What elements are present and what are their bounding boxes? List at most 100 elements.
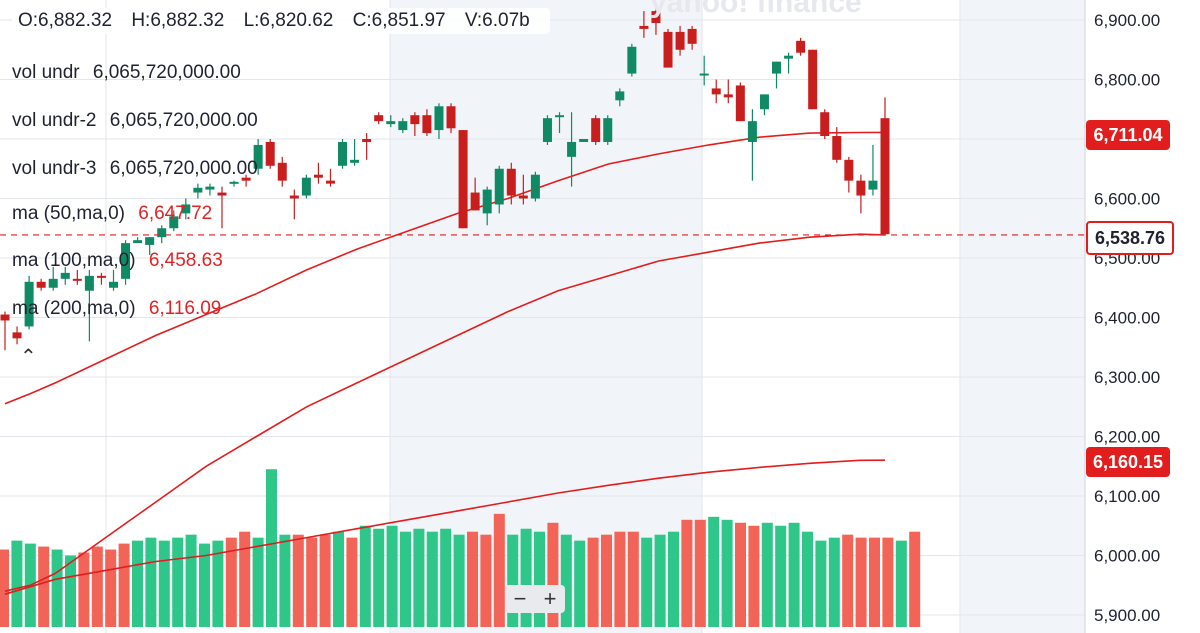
yahoo-finance-watermark: yahoo! finance (650, 0, 862, 19)
candle-body (277, 162, 287, 181)
indicator-label: vol undr (12, 62, 80, 83)
candle-body (265, 141, 275, 166)
volume-bar (65, 555, 76, 627)
low-value: L:6,820.62 (243, 10, 334, 31)
candle-body (362, 139, 372, 142)
candle-body (217, 192, 227, 196)
candle-body (458, 130, 468, 229)
indicator-value: 6,647.72 (138, 203, 213, 224)
indicator-vol-undr-2[interactable]: vol undr-2 6,065,720,000.00 (12, 110, 258, 132)
indicator-ma100[interactable]: ma (100,ma,0) 6,458.63 (12, 250, 223, 272)
volume-bar (239, 531, 251, 627)
high-value: H:6,882.32 (131, 10, 225, 31)
price-axis-background (1085, 0, 1200, 633)
candle-body (699, 73, 709, 76)
volume-bar (547, 522, 559, 627)
price-tick-label: 6,200.00 (1094, 428, 1160, 447)
candle-body (398, 121, 408, 131)
indicator-ma200[interactable]: ma (200,ma,0) 6,116.09 (12, 298, 221, 320)
volume-bar (319, 534, 331, 627)
chevron-up-icon[interactable]: ⌃ (20, 346, 37, 368)
candle-body (844, 159, 854, 181)
candle-body (663, 31, 673, 68)
volume-bar (681, 519, 693, 627)
ma-line (4, 233, 886, 592)
candle-body (759, 94, 769, 110)
candle-body (0, 314, 10, 321)
volume-bar (185, 534, 197, 627)
candle-body (639, 25, 649, 29)
volume-bar (815, 540, 827, 627)
volume-bar (426, 531, 438, 627)
volume-bar (38, 546, 50, 627)
candle-body (60, 272, 70, 279)
candles (0, 8, 890, 351)
volume-bar (587, 537, 599, 627)
candle-body (542, 118, 552, 142)
indicator-vol-undr[interactable]: vol undr 6,065,720,000.00 (12, 62, 241, 84)
candle-body (434, 106, 444, 131)
indicator-value: 6,065,720,000.00 (92, 62, 241, 83)
volume-bar (359, 525, 371, 627)
volume-bar (105, 549, 117, 627)
price-tick-label: 6,100.00 (1094, 487, 1160, 506)
volume-bar (895, 540, 907, 627)
candle-body (470, 192, 480, 211)
volume-bar (118, 543, 130, 627)
price-tick-label: 6,800.00 (1094, 71, 1160, 90)
candle-body (567, 141, 577, 157)
open-value: O:6,882.32 (18, 10, 113, 31)
candle-body (72, 278, 82, 281)
indicator-value: 6,065,720,000.00 (109, 110, 258, 131)
zoom-out-button[interactable]: − (513, 586, 527, 611)
candle-body (193, 187, 203, 193)
indicator-ma50[interactable]: ma (50,ma,0) 6,647.72 (12, 203, 212, 225)
volume-bar (158, 540, 170, 627)
candle-body (808, 49, 818, 110)
price-tick-label: 6,900.00 (1094, 11, 1160, 30)
candle-body (386, 121, 396, 125)
volume-bar (292, 534, 304, 627)
indicator-label: ma (100,ma,0) (12, 250, 136, 271)
candle-body (241, 177, 251, 181)
volume-bar (855, 537, 867, 627)
candle-body (747, 121, 757, 142)
candle-body (579, 139, 589, 142)
candle-body (289, 195, 299, 199)
price-tick-label: 6,300.00 (1094, 368, 1160, 387)
volume-bar (748, 525, 760, 627)
volume-bar (172, 537, 184, 627)
close-value: C:6,851.97 (352, 10, 446, 31)
indicator-label: vol undr-2 (12, 110, 97, 131)
candle-body (12, 332, 22, 339)
price-tick-label: 5,900.00 (1094, 606, 1160, 625)
candle-body (651, 11, 661, 23)
volume-bar (0, 549, 9, 627)
candle-body (133, 240, 143, 244)
candle-body (784, 55, 794, 59)
volume-bar (440, 528, 452, 627)
candle-body (422, 115, 432, 134)
candle-body (410, 115, 420, 125)
volume-bar (909, 531, 921, 627)
zoom-in-button[interactable]: + (543, 586, 557, 611)
volume-bar (11, 540, 23, 627)
zoom-controls: − + (505, 585, 565, 613)
volume-bar (828, 537, 840, 627)
candle-body (687, 28, 697, 44)
volume-bar (574, 540, 586, 627)
candle-body (735, 85, 745, 122)
candle-body (868, 180, 878, 190)
indicator-label: ma (50,ma,0) (12, 203, 125, 224)
indicator-vol-undr-3[interactable]: vol undr-3 6,065,720,000.00 (12, 158, 258, 180)
shaded-region (390, 0, 702, 633)
candle-body (494, 168, 504, 205)
chart-background (390, 0, 1085, 633)
candle-body (603, 118, 613, 142)
volume-bar (212, 540, 224, 627)
indicator-value: 6,458.63 (148, 250, 223, 271)
ma50-price-tag: 6,711.04 (1086, 120, 1170, 150)
candle-body (820, 112, 830, 137)
candle-body (723, 94, 733, 98)
